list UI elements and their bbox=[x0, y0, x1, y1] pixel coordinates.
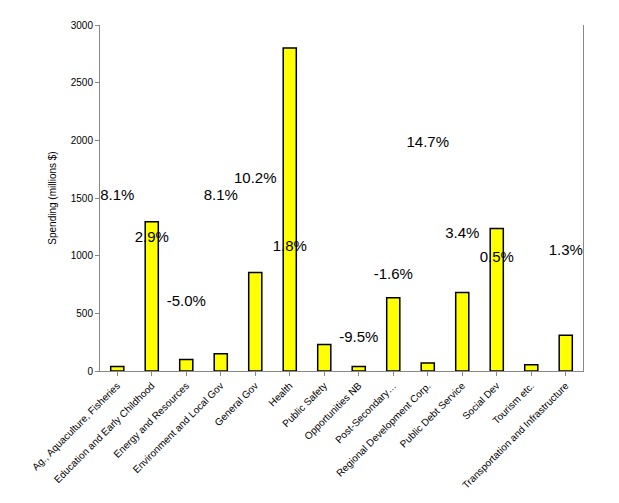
svg-text:3000: 3000 bbox=[71, 20, 94, 31]
svg-text:Social Dev: Social Dev bbox=[460, 380, 502, 422]
svg-text:-5.0%: -5.0% bbox=[167, 292, 206, 309]
svg-text:Public Debt Service: Public Debt Service bbox=[398, 380, 468, 450]
svg-text:8.1%: 8.1% bbox=[204, 186, 238, 203]
svg-text:Ag., Aquaculture, Fisheries: Ag., Aquaculture, Fisheries bbox=[30, 380, 122, 472]
svg-text:3.4%: 3.4% bbox=[445, 224, 479, 241]
svg-text:1.3%: 1.3% bbox=[549, 241, 583, 258]
svg-text:Energy and Resources: Energy and Resources bbox=[111, 380, 191, 460]
svg-text:Public Safety: Public Safety bbox=[280, 380, 329, 429]
svg-text:8.1%: 8.1% bbox=[100, 186, 134, 203]
svg-text:14.7%: 14.7% bbox=[406, 133, 449, 150]
svg-text:1000: 1000 bbox=[71, 250, 94, 261]
svg-text:General Gov: General Gov bbox=[212, 380, 260, 428]
svg-text:1.8%: 1.8% bbox=[273, 237, 307, 254]
svg-text:Tourism etc.: Tourism etc. bbox=[490, 380, 536, 426]
svg-text:2000: 2000 bbox=[71, 135, 94, 146]
svg-text:Health: Health bbox=[266, 380, 294, 408]
svg-text:0: 0 bbox=[87, 366, 93, 377]
svg-text:10.2%: 10.2% bbox=[234, 169, 277, 186]
svg-text:2500: 2500 bbox=[71, 77, 94, 88]
svg-text:Environment and Local Gov: Environment and Local Gov bbox=[131, 380, 226, 475]
svg-text:500: 500 bbox=[76, 308, 93, 319]
svg-text:2.9%: 2.9% bbox=[135, 228, 169, 245]
svg-text:Post-Secondary…: Post-Secondary… bbox=[333, 380, 398, 445]
svg-text:Transportation and Infrastruct: Transportation and Infrastructure bbox=[460, 380, 571, 491]
svg-text:Spending (millions $): Spending (millions $) bbox=[47, 151, 58, 244]
svg-text:-9.5%: -9.5% bbox=[339, 328, 378, 345]
svg-text:-1.6%: -1.6% bbox=[374, 265, 413, 282]
svg-text:Regional Development Corp.: Regional Development Corp. bbox=[334, 380, 433, 479]
svg-text:Education and Early Childhood: Education and Early Childhood bbox=[52, 380, 157, 485]
svg-text:Opportunities NB: Opportunities NB bbox=[302, 380, 364, 442]
svg-text:0.5%: 0.5% bbox=[480, 248, 514, 265]
svg-text:1500: 1500 bbox=[71, 193, 94, 204]
